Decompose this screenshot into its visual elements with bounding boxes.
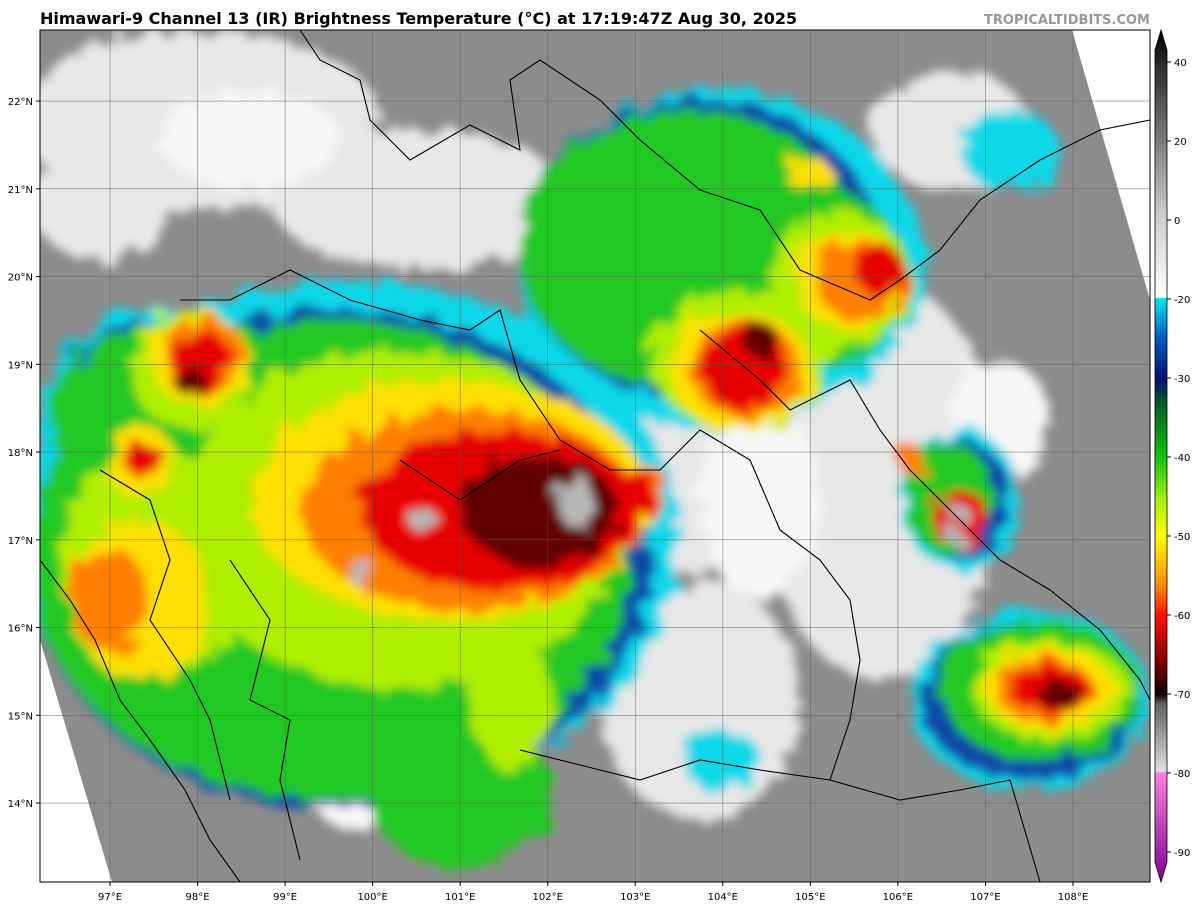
colorbar	[1154, 28, 1168, 884]
x-tick-label: 104°E	[708, 892, 738, 903]
colorbar-tick-label: -50	[1174, 532, 1190, 543]
colorbar-tick-label: 0	[1174, 216, 1180, 227]
colorbar-tick-label: 40	[1174, 58, 1187, 69]
y-tick-label: 22°N	[8, 97, 33, 108]
x-tick-label: 99°E	[273, 892, 297, 903]
colorbar-tick-label: -30	[1174, 374, 1190, 385]
title: Himawari-9 Channel 13 (IR) Brightness Te…	[40, 9, 797, 28]
colorbar-tick-label: -20	[1174, 295, 1190, 306]
y-tick-label: 14°N	[8, 799, 33, 810]
x-tick-label: 105°E	[795, 892, 825, 903]
y-tick-label: 17°N	[8, 536, 33, 547]
colorbar-tick-label: -70	[1174, 690, 1190, 701]
colorbar-tick-label: -80	[1174, 769, 1190, 780]
x-tick-label: 97°E	[98, 892, 122, 903]
y-tick-label: 18°N	[8, 448, 33, 459]
colorbar-tick-label: 20	[1174, 137, 1187, 148]
y-tick-label: 20°N	[8, 273, 33, 284]
x-tick-label: 101°E	[445, 892, 475, 903]
x-tick-label: 98°E	[186, 892, 210, 903]
x-tick-label: 108°E	[1058, 892, 1088, 903]
colorbar-tick-label: -60	[1174, 611, 1190, 622]
colorbar-tick-label: -90	[1174, 848, 1190, 859]
x-tick-label: 102°E	[533, 892, 563, 903]
colorbar-tick-label: -40	[1174, 453, 1190, 464]
imagery	[40, 30, 1150, 882]
y-tick-label: 15°N	[8, 711, 33, 722]
coastlines	[40, 30, 1150, 882]
x-tick-label: 103°E	[620, 892, 650, 903]
watermark: TROPICALTIDBITS.COM	[984, 13, 1150, 28]
x-tick-label: 107°E	[970, 892, 1000, 903]
x-tick-label: 106°E	[883, 892, 913, 903]
y-tick-label: 21°N	[8, 185, 33, 196]
y-tick-label: 19°N	[8, 360, 33, 371]
x-tick-label: 100°E	[357, 892, 387, 903]
map-frame	[39, 29, 1151, 883]
y-tick-label: 16°N	[8, 624, 33, 635]
